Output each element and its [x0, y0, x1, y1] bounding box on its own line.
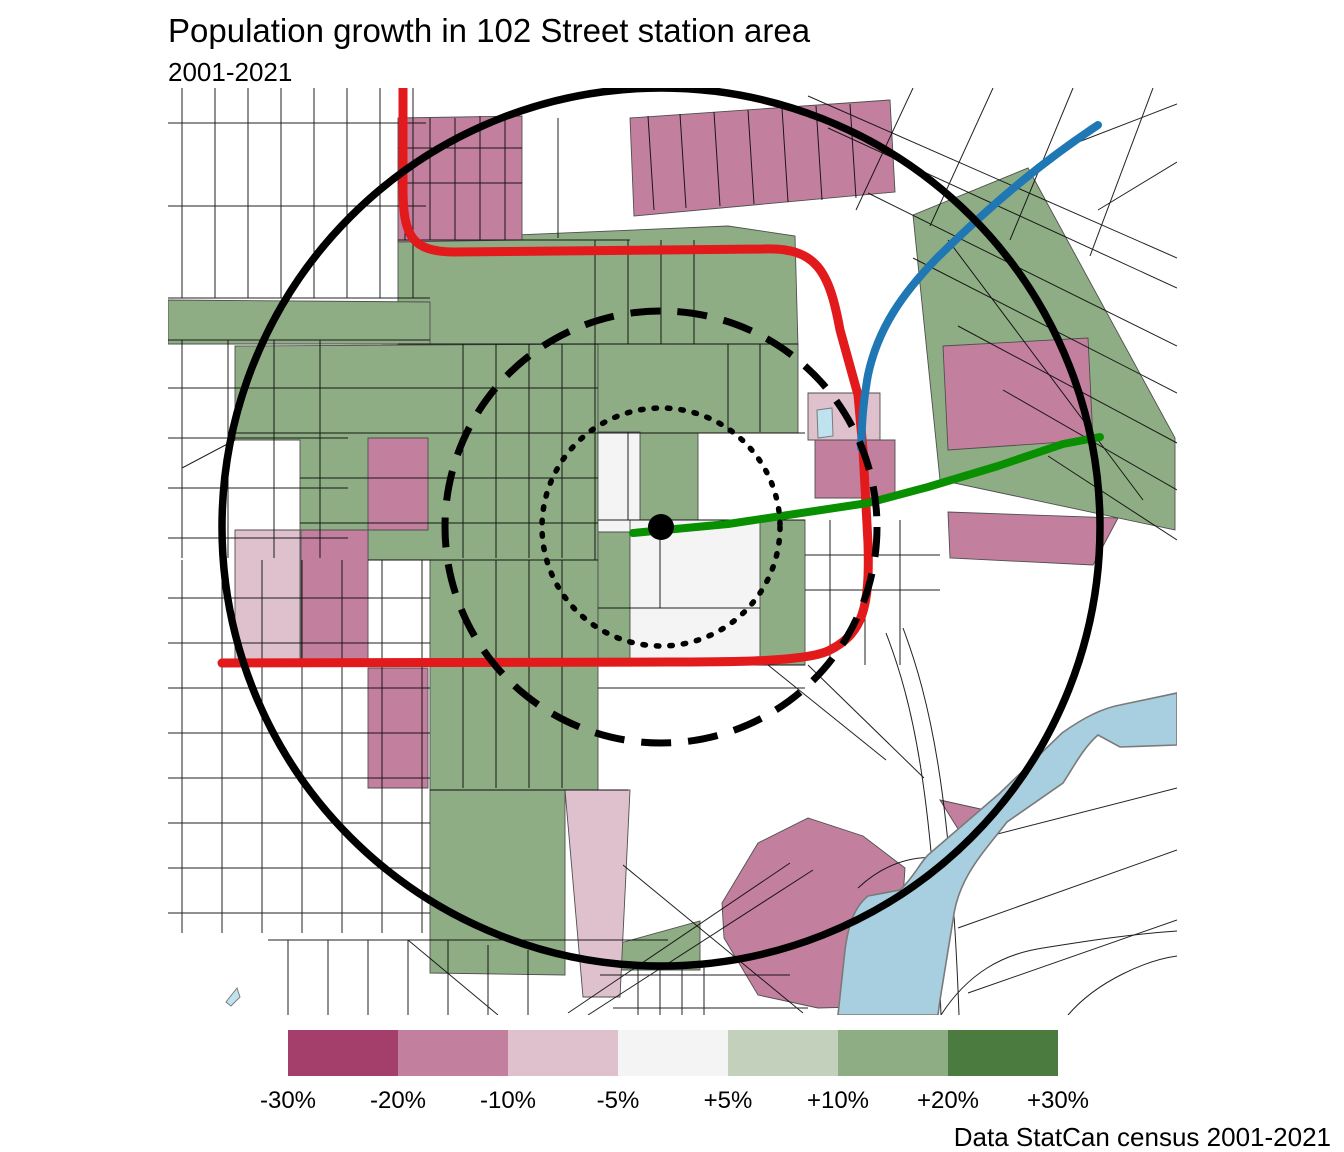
pink-top-center-block — [629, 99, 896, 217]
street-segment — [647, 115, 655, 211]
legend-break-label: -5% — [596, 1087, 640, 1114]
street-segment — [679, 113, 687, 209]
legend-break-label: +30% — [1026, 1087, 1090, 1114]
legend-break-label: -20% — [369, 1087, 427, 1114]
street-curve — [940, 930, 1178, 1016]
legend-break-label: +20% — [916, 1087, 980, 1114]
legend-swatch — [288, 1030, 398, 1076]
legend-break-label: +5% — [703, 1087, 753, 1114]
buffer-circle-inner — [539, 405, 783, 649]
pond — [225, 986, 241, 1007]
green-strip-below-station — [597, 531, 631, 666]
street-segment — [967, 919, 1178, 994]
water-features — [225, 407, 1178, 1016]
caption: Data StatCan census 2001-2021 — [953, 1122, 1331, 1152]
pink-left-strip-upper — [367, 437, 429, 531]
street-curve — [902, 627, 960, 1016]
choropleth-map — [167, 83, 1178, 1016]
green-route — [629, 433, 1104, 537]
buffer-circle-outer — [218, 84, 1104, 970]
legend-break-label: +10% — [806, 1087, 870, 1114]
lightpink-left-block — [234, 529, 301, 661]
street-segment — [849, 103, 857, 199]
street-segment — [713, 111, 721, 207]
pond — [816, 407, 834, 439]
street-segment — [747, 109, 755, 205]
legend-swatch — [838, 1030, 948, 1076]
green-center-block — [597, 343, 799, 434]
street-segment — [1089, 87, 1154, 257]
station-dot — [648, 514, 674, 540]
street-segment — [929, 87, 994, 227]
blue-route — [857, 121, 1102, 452]
green-left-arm — [167, 299, 431, 345]
chart-subtitle: 2001-2021 — [168, 57, 293, 87]
river — [837, 692, 1178, 1016]
map-panel — [167, 83, 1178, 1016]
white-station-block — [629, 519, 761, 666]
street-segment — [622, 864, 804, 1014]
street-segment — [827, 127, 1178, 289]
street-segment — [587, 869, 814, 1016]
census-regions — [167, 99, 1176, 1009]
street-segment — [815, 105, 823, 201]
pink-left-strip-mid — [300, 529, 369, 661]
street-segment — [1047, 455, 1178, 541]
legend-break-label: -10% — [479, 1087, 537, 1114]
street-segment — [867, 192, 1178, 347]
pink-left-strip-lower — [367, 667, 429, 789]
street-curve — [1067, 955, 1178, 1016]
legend-swatch — [508, 1030, 618, 1076]
street-segment — [1097, 161, 1178, 211]
pink-east-wedge — [947, 511, 1119, 566]
pink-ne-block — [942, 337, 1094, 451]
chart-title: Population growth in 102 Street station … — [168, 12, 811, 49]
street-segment — [957, 325, 1178, 444]
street-segment — [947, 239, 1144, 501]
street-segment — [781, 107, 789, 203]
white-station-strip — [597, 431, 641, 533]
buffer-circle-middle — [441, 307, 881, 747]
street-segment — [407, 939, 499, 1016]
legend-swatch — [948, 1030, 1058, 1076]
legend-break-label: -30% — [259, 1087, 317, 1114]
street-segment — [767, 664, 887, 761]
street-segment — [567, 862, 791, 1014]
pink-near-station — [814, 439, 896, 499]
legend-swatch — [398, 1030, 508, 1076]
street-segment — [807, 664, 925, 779]
street-segment — [957, 849, 1178, 929]
green-top-band — [397, 225, 799, 349]
legend-swatch — [728, 1030, 838, 1076]
legend-swatch — [618, 1030, 728, 1076]
street-segment — [807, 95, 1178, 259]
street-segment — [912, 257, 1178, 394]
